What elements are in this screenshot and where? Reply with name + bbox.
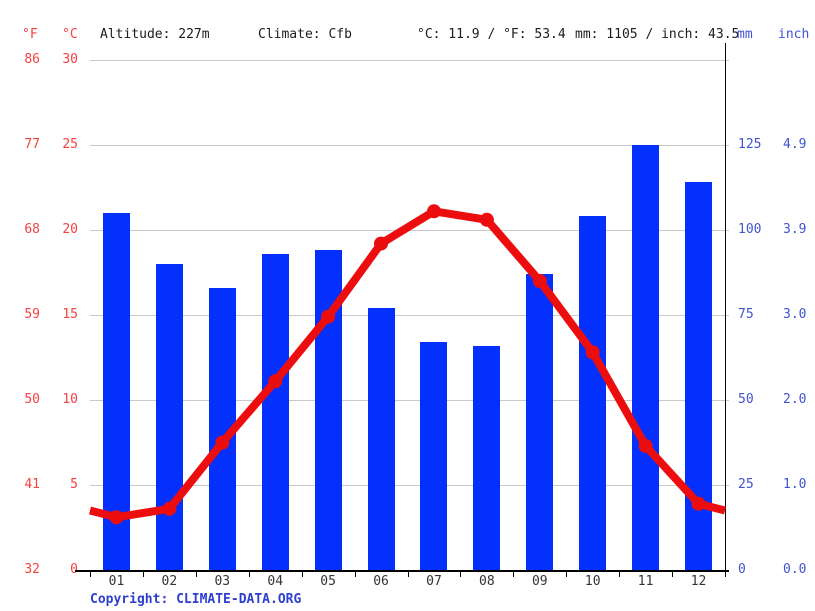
inch-tick-label: 1.0 <box>783 477 807 492</box>
axis-tick <box>672 572 674 577</box>
month-label: 06 <box>373 574 389 589</box>
x-axis-line <box>75 570 729 572</box>
celsius-tick-label: 30 <box>62 52 78 67</box>
axis-tick <box>90 572 91 577</box>
mm-tick-label: 0 <box>738 562 746 577</box>
right-axis-line <box>725 43 726 572</box>
fahrenheit-tick-label: 50 <box>24 392 40 407</box>
month-label: 05 <box>320 574 336 589</box>
precipitation-bar-04 <box>261 253 289 570</box>
fahrenheit-tick-label: 59 <box>24 307 40 322</box>
celsius-tick-label: 5 <box>70 477 78 492</box>
celsius-tick-label: 0 <box>46 562 78 578</box>
axis-tick <box>301 572 303 577</box>
precipitation-bar-05 <box>314 250 342 570</box>
month-label: 07 <box>426 574 442 589</box>
gridline <box>90 60 729 61</box>
inch-tick-label: 0.0 <box>783 562 807 577</box>
axis-tick <box>619 572 621 577</box>
precipitation-bar-08 <box>473 345 501 570</box>
precipitation-bar-06 <box>367 308 395 570</box>
celsius-tick-label: 25 <box>62 137 78 152</box>
axis-tick <box>407 572 409 577</box>
inch-tick-label: 3.0 <box>783 307 807 322</box>
copyright-link[interactable]: CLIMATE-DATA.ORG <box>176 592 302 607</box>
axis-tick <box>725 572 726 577</box>
month-label: 08 <box>479 574 495 589</box>
temperature-point-08 <box>479 212 494 227</box>
altitude-info: Altitude: 227m <box>100 27 210 42</box>
month-label: 10 <box>584 574 601 589</box>
climate-type-info: Climate: Cfb <box>258 27 352 42</box>
celsius-tick-label: 20 <box>62 222 78 237</box>
annual-precipitation-info: mm: 1105 / inch: 43.5 <box>575 27 740 42</box>
fahrenheit-tick-label: 41 <box>24 477 40 492</box>
temperature-point-06 <box>374 236 388 251</box>
inch-tick-label: 2.0 <box>783 392 807 407</box>
fahrenheit-tick-label: 86 <box>24 52 40 67</box>
month-label: 09 <box>531 574 548 589</box>
precipitation-bar-03 <box>208 287 236 570</box>
axis-tick <box>195 572 197 577</box>
celsius-tick-label: 10 <box>62 392 78 407</box>
month-label: 03 <box>214 574 231 589</box>
fahrenheit-unit-label: °F <box>22 27 38 42</box>
fahrenheit-tick-label: 68 <box>24 222 40 237</box>
axis-tick <box>142 572 144 577</box>
precipitation-bar-11 <box>632 145 660 570</box>
month-label: 04 <box>267 574 284 589</box>
axis-tick <box>460 572 462 577</box>
month-label: 02 <box>161 574 178 589</box>
axis-tick <box>248 572 250 577</box>
month-label: 12 <box>690 574 707 589</box>
axis-tick <box>513 572 515 577</box>
avg-temperature-info: °C: 11.9 / °F: 53.4 <box>417 27 566 42</box>
copyright-label: Copyright: <box>90 592 177 607</box>
temperature-line <box>89 207 726 522</box>
mm-tick-label: 50 <box>738 392 754 407</box>
mm-tick-label: 125 <box>738 137 762 152</box>
month-label: 11 <box>637 574 654 589</box>
inch-tick-label: 4.9 <box>783 137 807 152</box>
gridline <box>90 145 729 146</box>
precipitation-bar-09 <box>526 274 554 570</box>
month-label: 01 <box>108 574 125 589</box>
copyright: Copyright: CLIMATE-DATA.ORG <box>90 591 301 608</box>
celsius-tick-label: 15 <box>62 307 78 322</box>
fahrenheit-tick-label: 77 <box>24 137 40 152</box>
precipitation-bar-02 <box>155 264 183 570</box>
inch-tick-label: 3.9 <box>783 222 807 237</box>
fahrenheit-tick-label: 32 <box>24 562 40 577</box>
precipitation-bar-07 <box>420 342 448 570</box>
temperature-point-07 <box>427 204 441 219</box>
mm-tick-label: 100 <box>738 222 762 237</box>
precipitation-bar-12 <box>685 182 713 570</box>
mm-tick-label: 25 <box>738 477 754 492</box>
precipitation-bar-01 <box>102 213 130 570</box>
mm-tick-label: 75 <box>738 307 754 322</box>
axis-tick <box>566 572 568 577</box>
mm-unit-label: mm <box>737 27 753 42</box>
precipitation-bar-10 <box>579 216 607 570</box>
axis-tick <box>354 572 356 577</box>
celsius-unit-label: °C <box>62 27 78 42</box>
inch-unit-label: inch <box>778 27 810 42</box>
